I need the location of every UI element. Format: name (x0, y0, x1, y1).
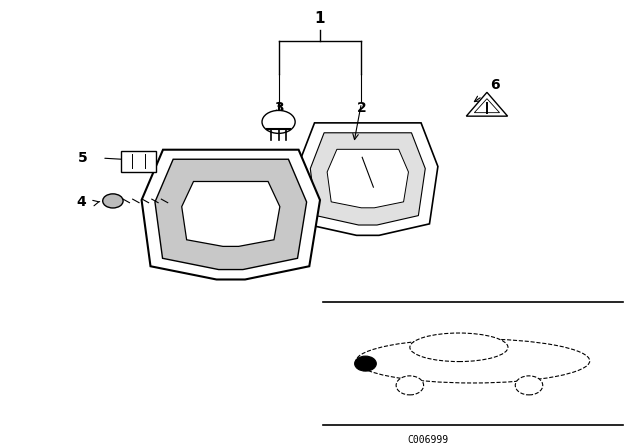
Ellipse shape (410, 333, 508, 362)
Polygon shape (310, 133, 425, 225)
Polygon shape (141, 150, 320, 280)
Polygon shape (298, 123, 438, 235)
Circle shape (355, 356, 376, 371)
Polygon shape (182, 181, 280, 246)
Text: C006999: C006999 (408, 435, 449, 445)
Text: 3: 3 (274, 101, 284, 115)
Text: 6: 6 (490, 78, 500, 92)
Circle shape (102, 194, 123, 208)
Circle shape (515, 376, 543, 395)
Polygon shape (155, 159, 307, 270)
Text: 4: 4 (76, 195, 86, 209)
Text: 1: 1 (315, 11, 325, 26)
Circle shape (262, 110, 295, 134)
Ellipse shape (356, 339, 589, 383)
Polygon shape (474, 99, 500, 112)
Polygon shape (327, 149, 408, 208)
Text: 2: 2 (356, 101, 366, 115)
Polygon shape (467, 92, 508, 116)
Circle shape (396, 376, 424, 395)
Text: 5: 5 (78, 151, 88, 165)
FancyBboxPatch shape (121, 151, 156, 172)
